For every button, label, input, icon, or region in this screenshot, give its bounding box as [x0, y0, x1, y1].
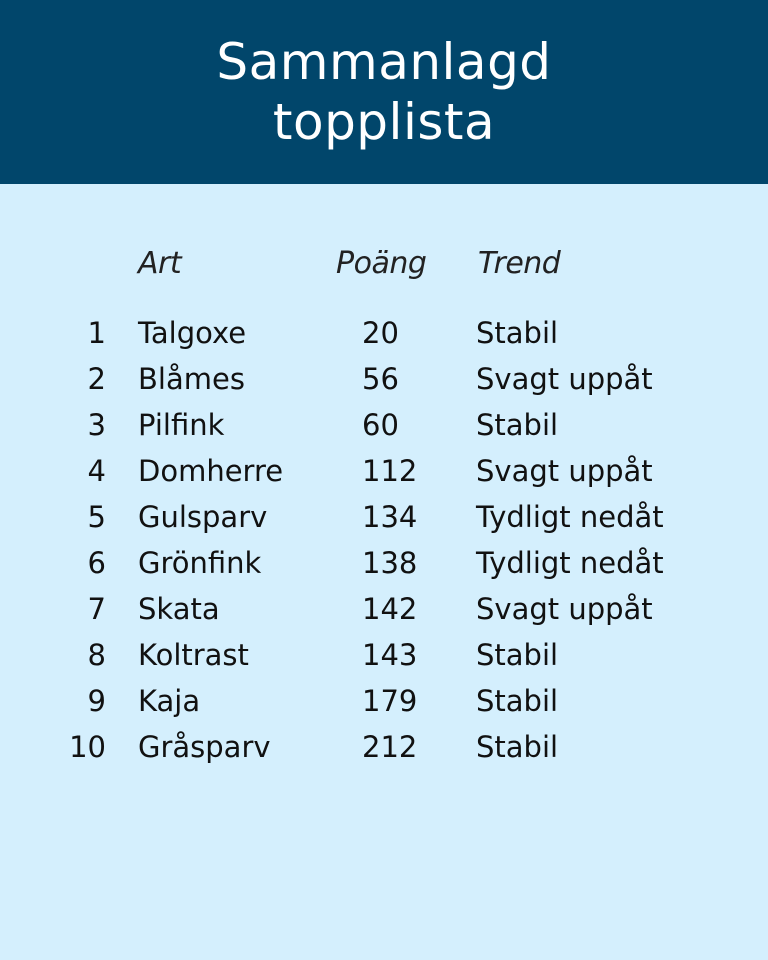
- species-cell: Gulsparv: [138, 500, 268, 534]
- rank-cell: 1: [87, 316, 106, 350]
- column-header-trend: Trend: [478, 246, 561, 281]
- species-cell: Grönfink: [138, 546, 262, 580]
- trend-cell: Svagt uppåt: [476, 454, 653, 488]
- rank-cell: 6: [87, 546, 106, 580]
- species-cell: Koltrast: [138, 638, 249, 672]
- species-cell: Kaja: [138, 684, 201, 718]
- points-cell: 138: [362, 546, 418, 580]
- trend-cell: Tydligt nedåt: [476, 546, 664, 580]
- table-row: 4 Domherre 112 Svagt uppåt: [0, 449, 768, 495]
- rank-cell: 9: [87, 684, 106, 718]
- column-header-art: Art: [138, 246, 182, 281]
- column-header-points: Poäng: [336, 246, 427, 281]
- species-cell: Skata: [138, 592, 220, 626]
- species-cell: Talgoxe: [138, 316, 247, 350]
- rank-cell: 5: [87, 500, 106, 534]
- points-cell: 212: [362, 730, 418, 764]
- table-row: 6 Grönfink 138 Tydligt nedåt: [0, 541, 768, 587]
- trend-cell: Tydligt nedåt: [476, 500, 664, 534]
- rank-cell: 10: [69, 730, 106, 764]
- table-row: 8 Koltrast 143 Stabil: [0, 633, 768, 679]
- rank-cell: 2: [87, 362, 106, 396]
- page-title-line-1: Sammanlagd: [216, 33, 552, 91]
- trend-cell: Stabil: [476, 316, 559, 350]
- ranking-table: 1 Talgoxe 20 Stabil 2 Blåmes 56 Svagt up…: [0, 311, 768, 771]
- table-row: 1 Talgoxe 20 Stabil: [0, 311, 768, 357]
- points-cell: 56: [362, 362, 399, 396]
- trend-cell: Svagt uppåt: [476, 362, 653, 396]
- points-cell: 143: [362, 638, 418, 672]
- trend-cell: Stabil: [476, 730, 559, 764]
- title-banner: Sammanlagd topplista: [0, 0, 768, 184]
- species-cell: Domherre: [138, 454, 284, 488]
- points-cell: 134: [362, 500, 418, 534]
- points-cell: 142: [362, 592, 418, 626]
- species-cell: Blåmes: [138, 362, 245, 396]
- trend-cell: Svagt uppåt: [476, 592, 653, 626]
- points-cell: 60: [362, 408, 399, 442]
- rank-cell: 4: [87, 454, 106, 488]
- table-row: 10 Gråsparv 212 Stabil: [0, 725, 768, 771]
- trend-cell: Stabil: [476, 638, 559, 672]
- points-cell: 20: [362, 316, 399, 350]
- species-cell: Pilfink: [138, 408, 225, 442]
- trend-cell: Stabil: [476, 408, 559, 442]
- rank-cell: 7: [87, 592, 106, 626]
- points-cell: 179: [362, 684, 418, 718]
- table-row: 3 Pilfink 60 Stabil: [0, 403, 768, 449]
- points-cell: 112: [362, 454, 418, 488]
- table-row: 2 Blåmes 56 Svagt uppåt: [0, 357, 768, 403]
- table-row: 7 Skata 142 Svagt uppåt: [0, 587, 768, 633]
- page-title-line-2: topplista: [272, 93, 496, 151]
- trend-cell: Stabil: [476, 684, 559, 718]
- table-row: 9 Kaja 179 Stabil: [0, 679, 768, 725]
- rank-cell: 3: [87, 408, 106, 442]
- rank-cell: 8: [87, 638, 106, 672]
- table-row: 5 Gulsparv 134 Tydligt nedåt: [0, 495, 768, 541]
- species-cell: Gråsparv: [138, 730, 271, 764]
